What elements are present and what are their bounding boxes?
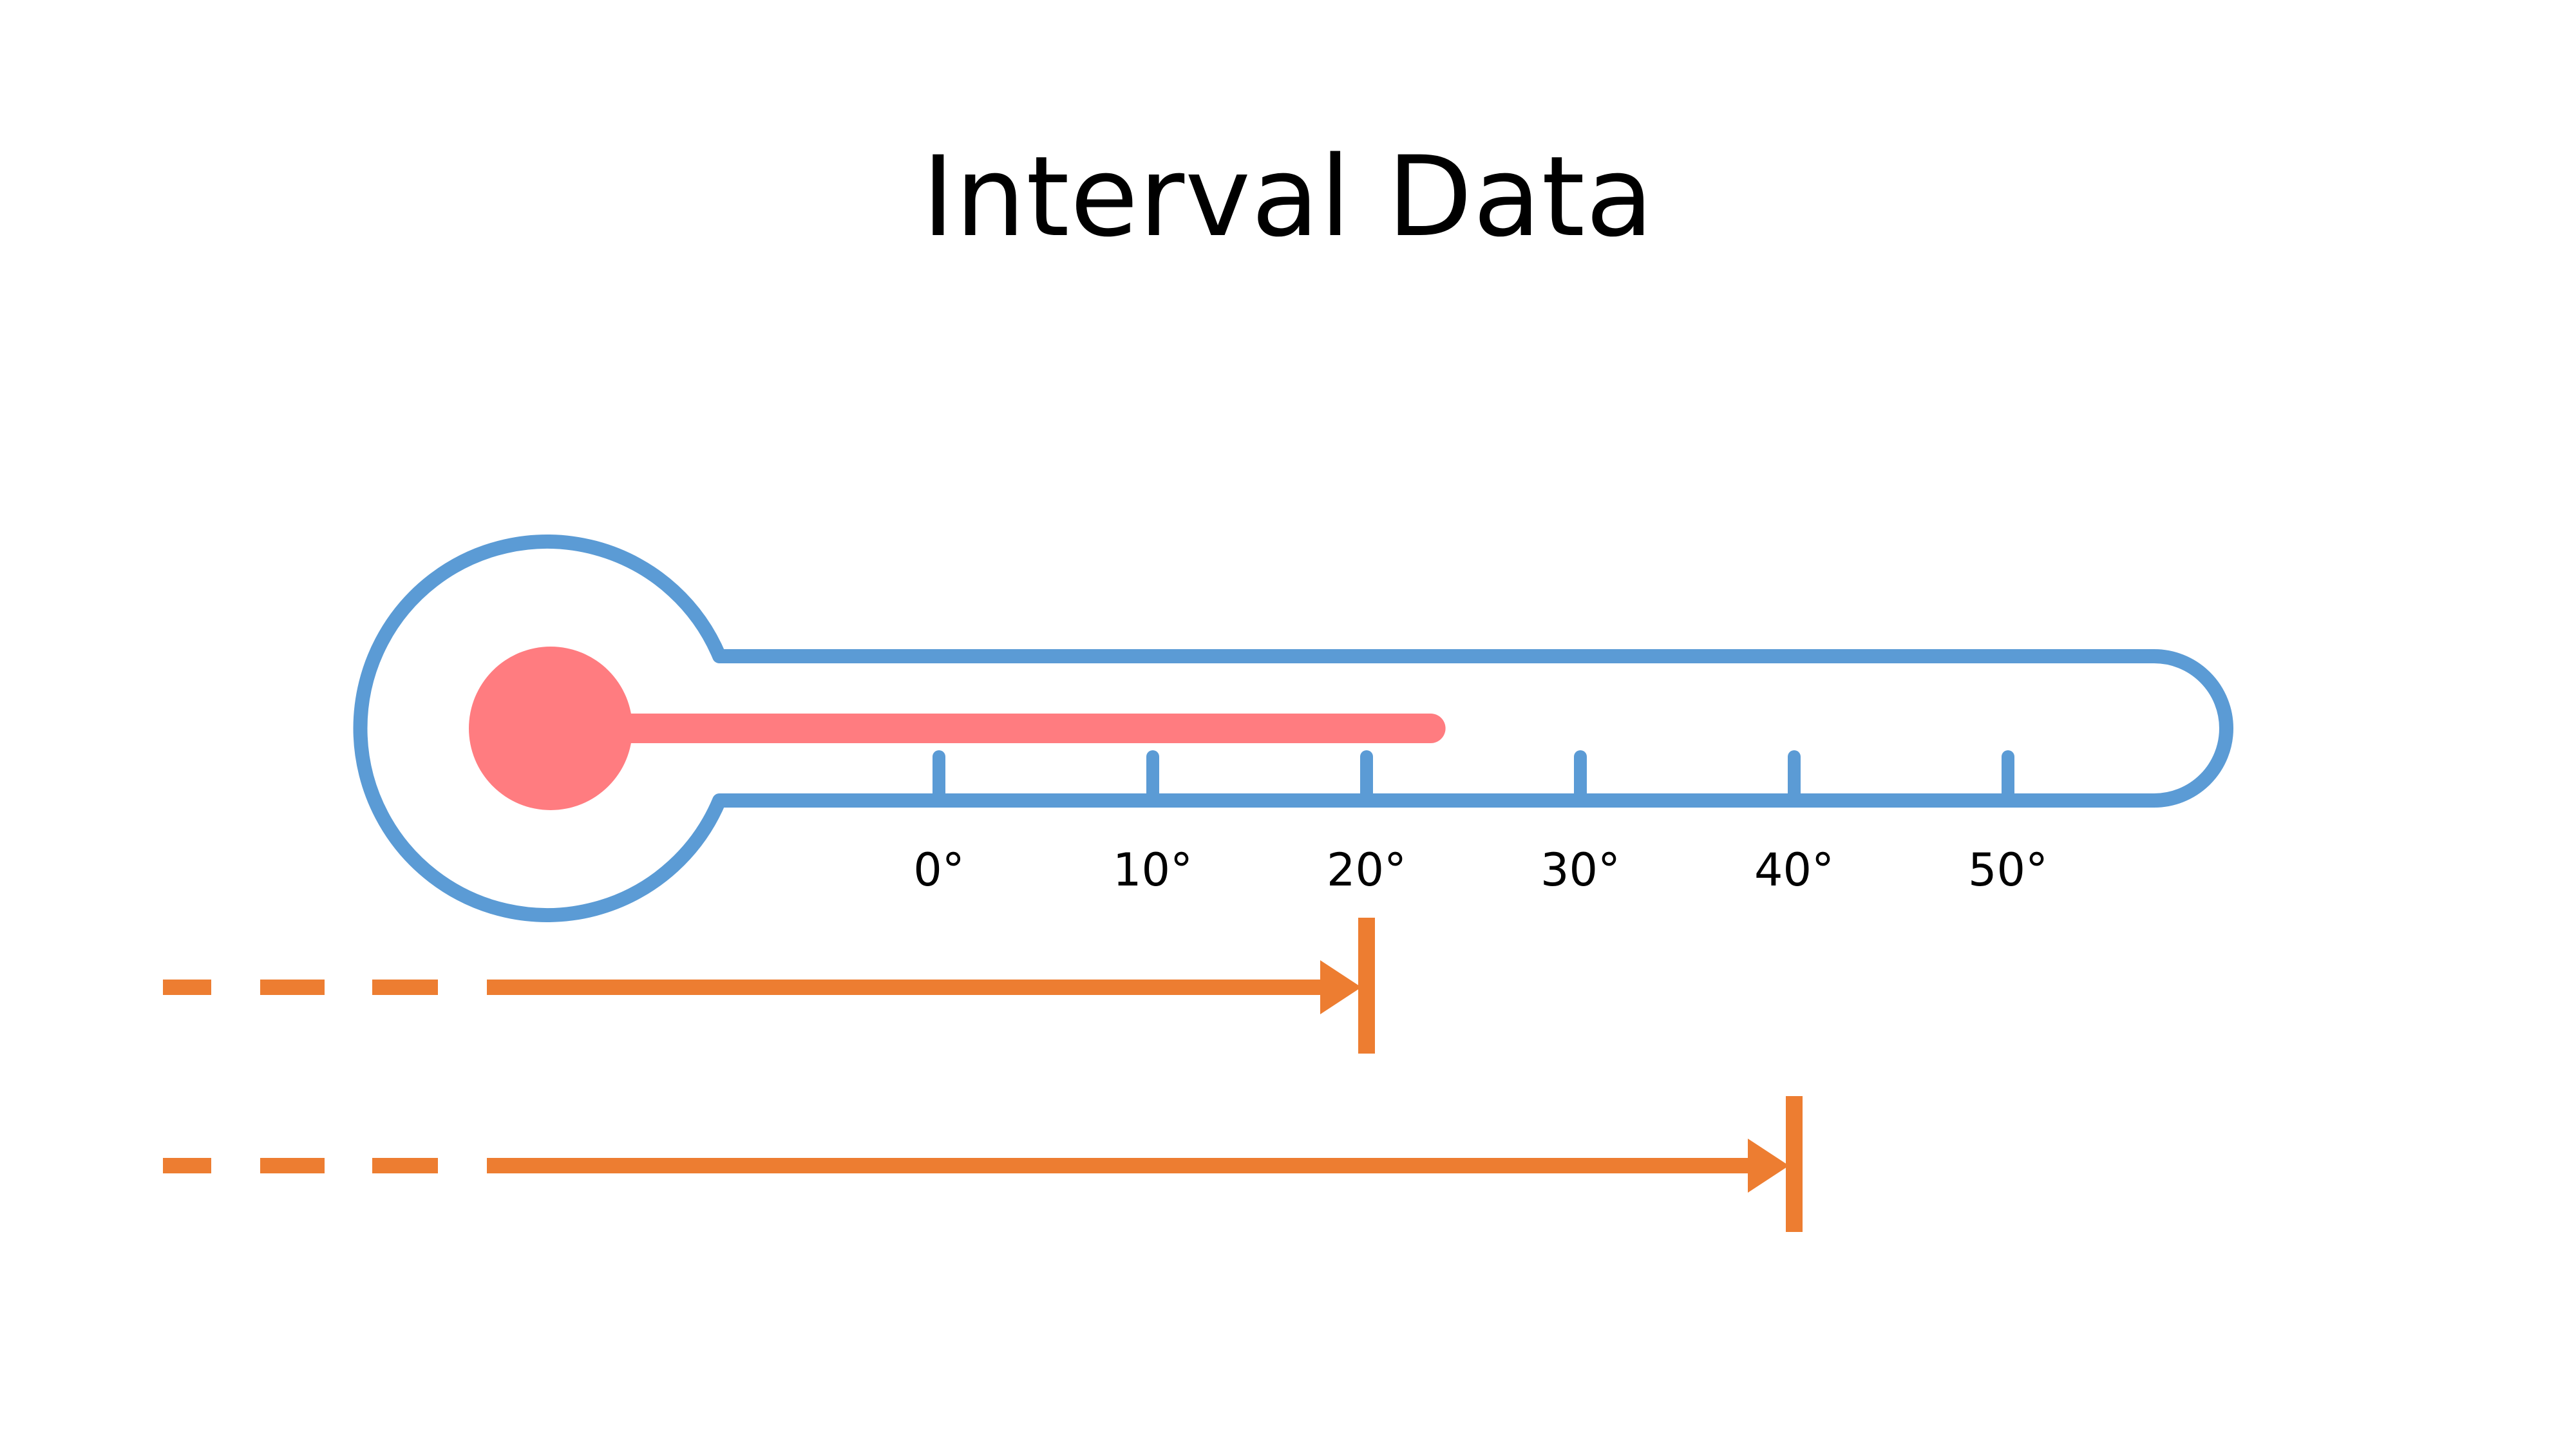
tick-label: 0° xyxy=(913,844,965,896)
page-title: Interval Data xyxy=(922,132,1654,261)
thermometer: 0° 10° 20° 30° 40° 50° xyxy=(353,535,2233,922)
arrow-head xyxy=(1748,1139,1789,1193)
tick-label: 50° xyxy=(1968,844,2048,896)
tick-label: 10° xyxy=(1113,844,1193,896)
interval-arrow xyxy=(163,918,1375,1054)
mercury-bulb xyxy=(469,647,632,810)
tick-marks xyxy=(933,750,2014,802)
interval-arrows xyxy=(163,918,1803,1232)
tick-labels: 0° 10° 20° 30° 40° 50° xyxy=(913,844,2048,896)
interval-arrow xyxy=(163,1096,1803,1232)
tick-label: 30° xyxy=(1540,844,1620,896)
thermometer-outline xyxy=(353,535,2233,922)
tick-label: 40° xyxy=(1754,844,1834,896)
tick-label: 20° xyxy=(1327,844,1406,896)
arrow-head xyxy=(1320,960,1361,1014)
